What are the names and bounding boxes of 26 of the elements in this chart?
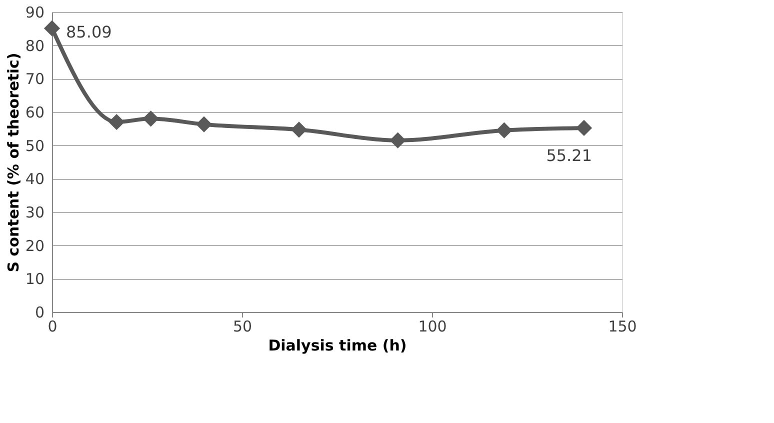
y-axis-title: S content (% of theoretic)	[4, 52, 22, 272]
point	[390, 132, 406, 148]
x-tick-label: 50	[232, 318, 252, 336]
y-tick-label: 10	[25, 270, 44, 288]
y-tick-label: 20	[25, 236, 44, 255]
x-axis-title: Dialysis time (h)	[268, 336, 407, 354]
y-tick-label: 80	[25, 36, 44, 55]
x-tick-label: 150	[608, 318, 637, 336]
point	[108, 114, 125, 130]
y-tick-label: 60	[25, 104, 44, 122]
point	[196, 116, 212, 132]
y-tick-label: 0	[34, 304, 44, 322]
point	[44, 20, 60, 36]
y-tick-label: 40	[25, 170, 44, 188]
data-label: 55.21	[546, 146, 592, 165]
data-label: 85.09	[66, 22, 112, 42]
point	[576, 120, 592, 136]
point	[496, 122, 512, 138]
y-tick-label: 30	[25, 204, 44, 222]
x-tick-label: 0	[48, 318, 58, 336]
y-tick-label: 70	[25, 70, 44, 88]
point	[142, 110, 159, 127]
point	[290, 122, 308, 138]
y-tick-label: 90	[25, 4, 44, 22]
y-tick-label: 50	[25, 136, 44, 155]
x-tick-label: 100	[418, 318, 447, 336]
